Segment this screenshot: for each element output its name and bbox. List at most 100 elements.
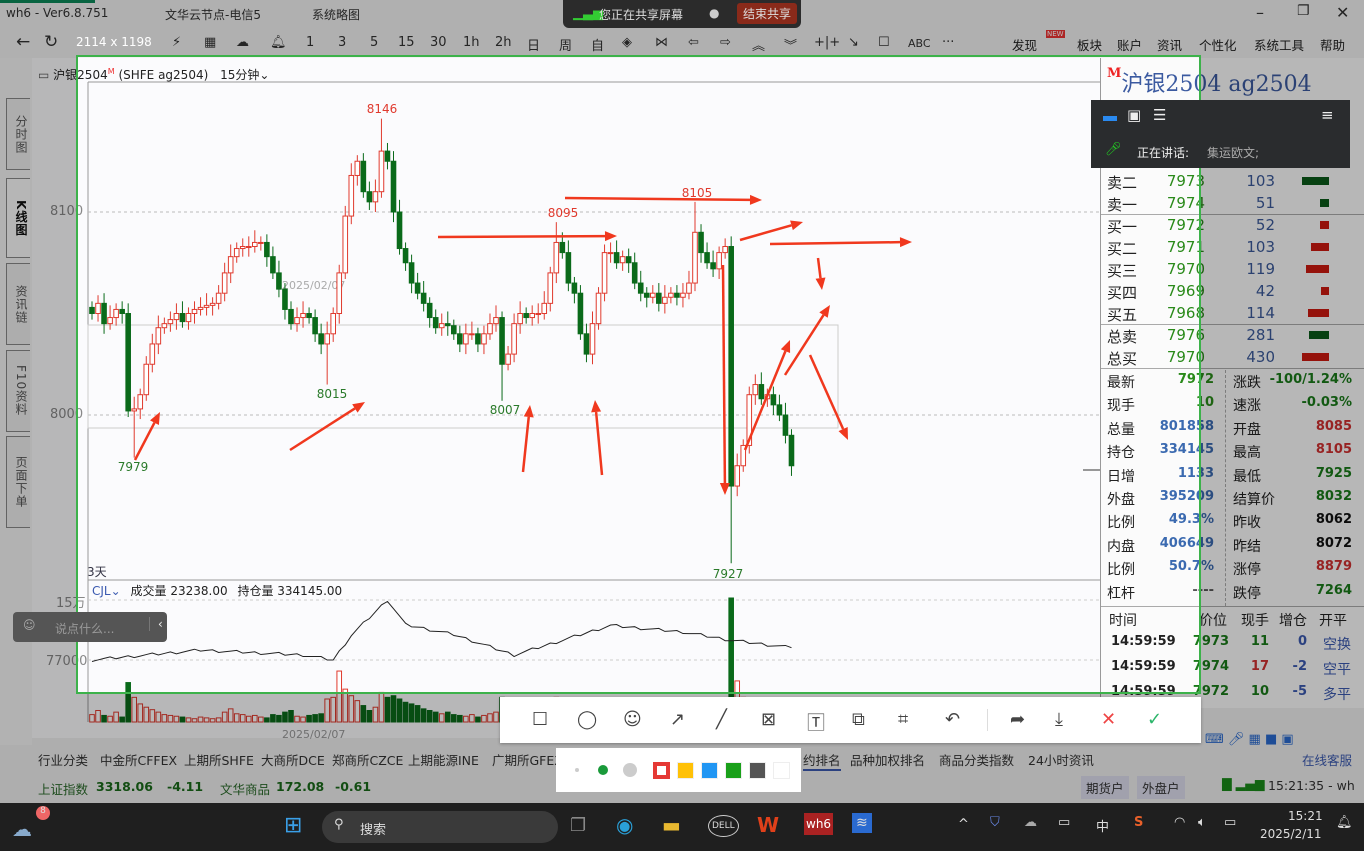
menu-sectors[interactable]: 板块 <box>1077 38 1103 53</box>
onedrive-icon[interactable]: ☁ <box>1024 815 1037 830</box>
color-swatch[interactable] <box>773 762 790 779</box>
folder-icon[interactable]: ▬ <box>662 813 681 837</box>
crosshair-icon[interactable]: +|+ <box>814 35 841 50</box>
grid-icon[interactable]: ▦ <box>204 35 217 50</box>
period-week[interactable]: 周 <box>559 39 573 54</box>
undo-icon[interactable]: ↶ <box>945 709 961 730</box>
weather-icon[interactable]: ☁ <box>12 817 32 841</box>
back-icon[interactable]: ← <box>16 32 31 52</box>
order-book-row[interactable]: 买二 7971 103 <box>1101 236 1364 258</box>
color-swatch[interactable] <box>677 762 694 779</box>
stop-share-button[interactable]: 结束共享 <box>737 3 798 24</box>
period-30[interactable]: 30 <box>430 35 447 50</box>
chat-input[interactable]: ☺ 说点什么... ‹ <box>13 612 167 642</box>
sogou-icon[interactable]: S <box>1134 815 1144 830</box>
shield-icon[interactable]: ⛉ <box>990 815 1000 830</box>
chevron-down-icon[interactable]: ⌄ <box>259 68 270 82</box>
zoom-in-icon[interactable]: ◈ <box>622 35 632 50</box>
start-icon[interactable]: ⊞ <box>284 813 303 838</box>
menu-help[interactable]: 帮助 <box>1320 38 1346 53</box>
close-button[interactable]: ✕ <box>1336 3 1350 22</box>
tab-czce[interactable]: 郑商所CZCE <box>332 753 404 768</box>
size-medium[interactable] <box>598 765 608 775</box>
tab-f10[interactable]: F10资料 <box>6 350 30 432</box>
order-book-row[interactable]: 买一 7972 52 <box>1101 214 1364 236</box>
indicator-selector[interactable]: CJL <box>92 584 111 598</box>
wps-icon[interactable]: W <box>757 813 780 837</box>
order-book-row[interactable]: 买三 7970 119 <box>1101 258 1364 280</box>
order-book-row[interactable]: 买四 7969 42 <box>1101 280 1364 302</box>
kline-chart-area[interactable]: ▭ 沪银2504M (SHFE ag2504) 15分钟⌄ <box>32 58 1100 738</box>
meeting-app-icon[interactable]: ≋ <box>852 813 872 833</box>
tab-industry[interactable]: 行业分类 <box>38 753 89 768</box>
collapse-icon[interactable]: ‹ <box>149 617 163 631</box>
line-tool-icon[interactable]: ↘ <box>848 35 859 50</box>
text-tool[interactable]: ABC <box>908 37 931 50</box>
period-3[interactable]: 3 <box>338 35 347 50</box>
period-1h[interactable]: 1h <box>463 35 480 50</box>
clock-date[interactable]: 2025/2/11 <box>1260 827 1322 841</box>
left-arrow-icon[interactable]: ⇦ <box>688 35 699 50</box>
period-5[interactable]: 5 <box>370 35 379 50</box>
indicator-chevron-icon[interactable]: ⌄ <box>110 584 121 598</box>
text-icon[interactable]: 🅃 <box>807 713 825 734</box>
list-view-icon[interactable]: ☰ <box>1153 106 1167 124</box>
futures-account-button[interactable]: 期货户 <box>1081 776 1129 799</box>
volume-icon[interactable]: 🔈︎ <box>1198 815 1206 830</box>
restore-button[interactable]: ❐ <box>1297 3 1310 19</box>
server-node[interactable]: 文华云节点-电信5 <box>165 8 261 22</box>
color-swatch[interactable] <box>749 762 766 779</box>
arrow-icon[interactable]: ↗ <box>670 709 686 730</box>
foreign-account-button[interactable]: 外盘户 <box>1137 776 1185 799</box>
period-custom[interactable]: 自 <box>591 39 605 54</box>
right-arrow-icon[interactable]: ⇨ <box>720 35 731 50</box>
order-book-row[interactable]: 买五 7968 114 <box>1101 302 1364 324</box>
system-menu[interactable]: 系统略图 <box>312 8 361 22</box>
zoom-out-icon[interactable]: ⋈ <box>655 35 668 50</box>
tray-chevron-icon[interactable]: ^ <box>958 817 969 832</box>
battery-icon[interactable]: ▭ <box>1224 815 1237 830</box>
up-chevron-icon[interactable]: ︽ <box>752 39 766 54</box>
confirm-icon[interactable]: ✓ <box>1147 709 1163 730</box>
minimize-button[interactable]: – <box>1256 3 1264 22</box>
search-box[interactable]: ⚲ 搜索 <box>322 811 558 843</box>
tab-kline[interactable]: K线图 <box>6 178 30 258</box>
cloud-icon[interactable]: ☁ <box>236 35 249 50</box>
download-icon[interactable]: ⤓ <box>1055 709 1063 730</box>
tab-ine[interactable]: 上期能源INE <box>408 753 479 768</box>
indicator-icon[interactable]: ⚡ <box>172 35 182 50</box>
rectangle-tool-icon[interactable]: ☐ <box>878 35 890 50</box>
menu-account[interactable]: 账户 <box>1117 38 1143 53</box>
order-book-row[interactable]: 总买 7970 430 <box>1101 346 1364 368</box>
tray-icons[interactable]: ⌨ 🎤︎ ▦ ■ ▣ <box>1205 732 1294 747</box>
order-book-row[interactable]: 卖二 7973 103 <box>1101 170 1364 192</box>
tab-gfex[interactable]: 广期所GFEX <box>492 753 563 768</box>
wifi-icon[interactable]: ◠ <box>1174 815 1186 830</box>
pen-icon[interactable]: ╱ <box>716 709 727 730</box>
task-view-icon[interactable]: ❐ <box>570 815 587 836</box>
minimize-view-icon[interactable] <box>1103 116 1117 121</box>
sticker-icon[interactable]: ⧉ <box>852 709 865 730</box>
window-view-icon[interactable]: ▣ <box>1127 106 1142 124</box>
order-book-row[interactable]: 卖一 7974 51 <box>1101 192 1364 214</box>
period-day[interactable]: 日 <box>527 39 541 54</box>
tab-order[interactable]: 页面下单 <box>6 436 30 528</box>
tab-shfe[interactable]: 上期所SHFE <box>184 753 254 768</box>
cancel-icon[interactable]: ✕ <box>1101 709 1117 730</box>
rectangle-icon[interactable]: ☐ <box>532 709 549 730</box>
wh6-icon[interactable]: wh6 <box>804 813 834 835</box>
notification-icon[interactable]: 🔔︎ <box>1336 815 1353 830</box>
color-swatch[interactable] <box>701 762 718 779</box>
period-2h[interactable]: 2h <box>495 35 512 50</box>
size-small[interactable] <box>575 768 579 772</box>
ocr-icon[interactable]: ⌗ <box>898 709 909 730</box>
menu-news[interactable]: 资讯 <box>1157 38 1183 53</box>
order-book-row[interactable]: 总卖 7976 281 <box>1101 324 1364 346</box>
tab-intraday[interactable]: 分时图 <box>6 98 30 170</box>
dell-icon[interactable]: DELL <box>708 815 739 837</box>
emoji-icon[interactable]: ☺ <box>23 618 36 632</box>
tablet-icon[interactable]: ▭ <box>1058 815 1071 830</box>
menu-icon[interactable]: ≡ <box>1321 106 1334 124</box>
tab-weighted-ranking[interactable]: 品种加权排名 <box>850 753 926 768</box>
size-large[interactable] <box>623 763 637 777</box>
